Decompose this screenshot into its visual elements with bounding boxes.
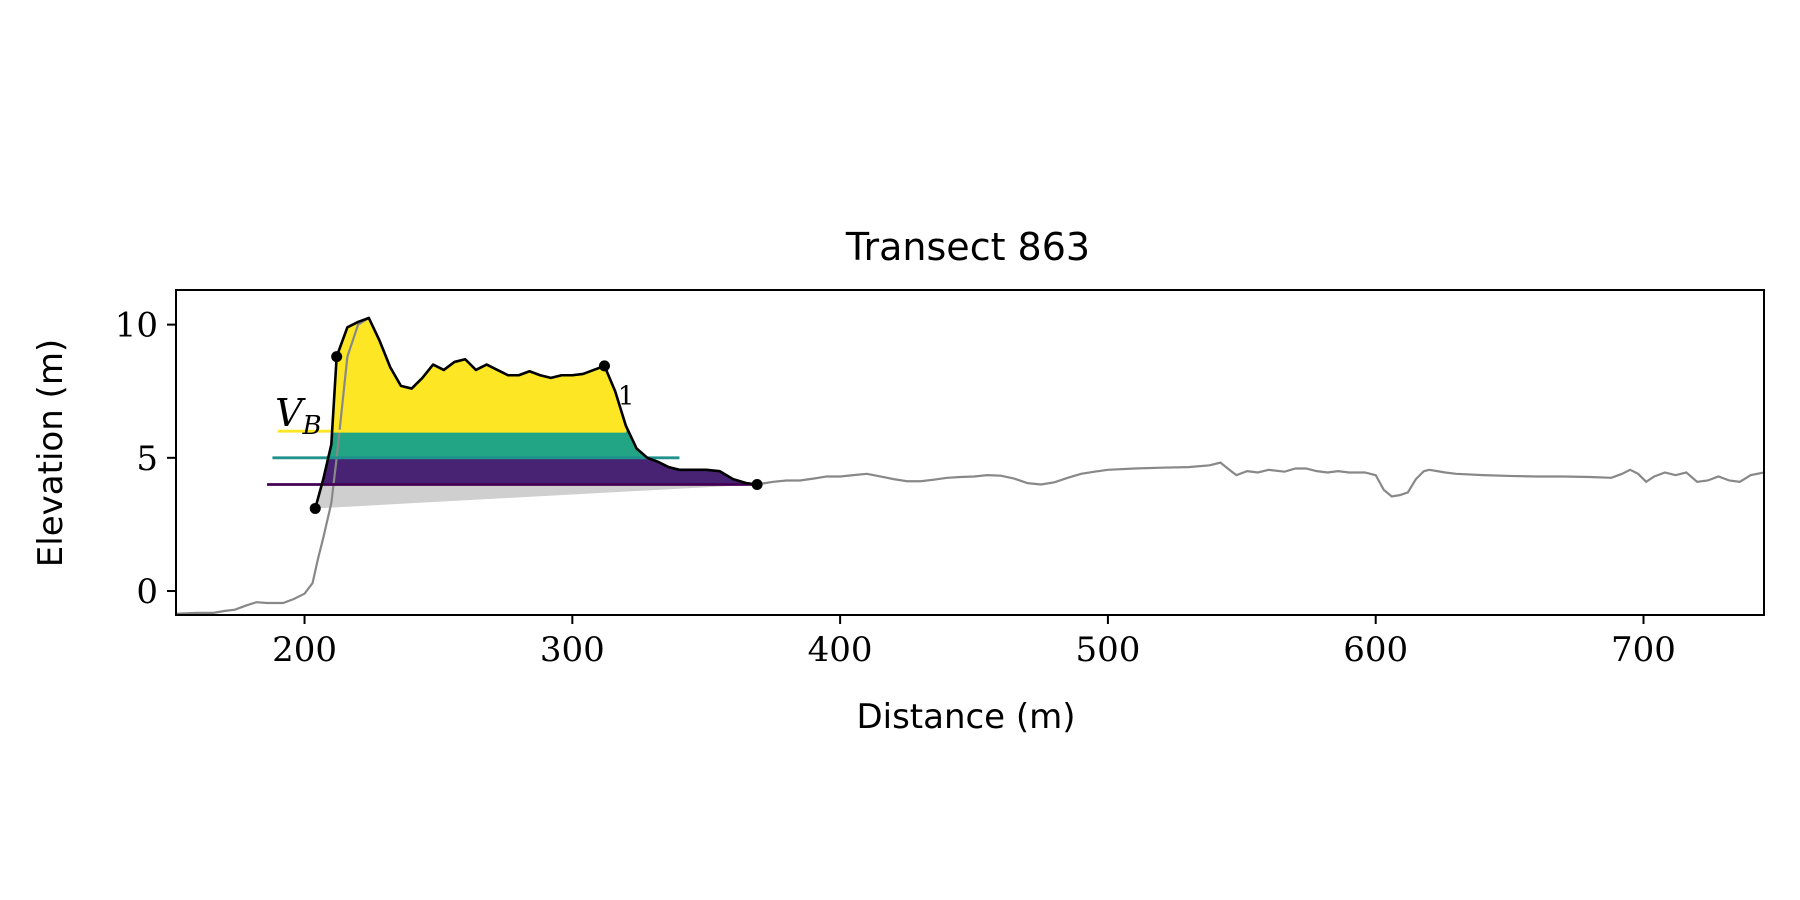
profile-point — [598, 360, 610, 372]
annotation-label: 1 — [618, 382, 635, 412]
band-low — [315, 457, 758, 485]
x-tick-label: 300 — [540, 630, 605, 670]
x-tick-label: 200 — [272, 630, 337, 670]
y-axis-ticks: 0 5 10 — [115, 306, 176, 612]
y-tick-label: 0 — [136, 572, 158, 612]
x-tick-label: 700 — [1611, 630, 1676, 670]
x-axis-ticks: 200 300 400 500 600 700 — [272, 615, 1676, 670]
x-tick-label: 500 — [1075, 630, 1140, 670]
y-tick-label: 10 — [115, 306, 158, 346]
x-tick-label: 600 — [1343, 630, 1408, 670]
profile-point — [751, 478, 763, 490]
dune-profile-line — [313, 316, 758, 509]
annotation-subscript: B — [302, 411, 322, 441]
plot-area — [175, 289, 1765, 616]
profile-point — [309, 502, 321, 514]
x-tick-label: 400 — [808, 630, 873, 670]
profile-point — [331, 351, 343, 363]
x-axis-label: Distance (m) — [856, 697, 1075, 737]
band-mid — [315, 431, 758, 458]
axes-frame — [175, 289, 1765, 616]
annotation-label: VB — [275, 391, 322, 441]
y-axis-label: Elevation (m) — [31, 339, 71, 567]
chart-title: Transect 863 — [845, 225, 1090, 269]
y-tick-label: 5 — [136, 439, 158, 479]
